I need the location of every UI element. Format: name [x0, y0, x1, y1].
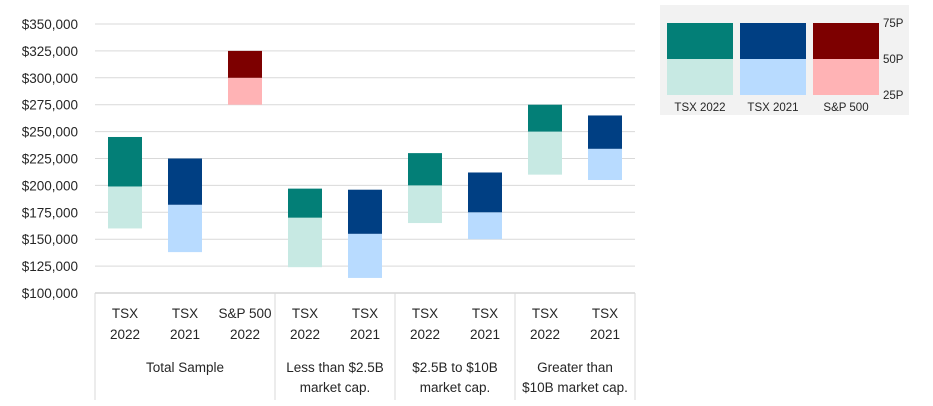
group-label-line2: $10B market cap. — [522, 380, 628, 395]
legend-percentile-label: 25P — [883, 90, 904, 102]
category-label-line2: 2021 — [590, 327, 620, 342]
category-label-line1: TSX — [112, 306, 138, 321]
legend-series-label: TSX 2022 — [674, 102, 725, 114]
legend-swatch-lower — [813, 59, 879, 95]
bar-upper-segment — [108, 136, 142, 187]
category-label-line1: TSX — [352, 306, 378, 321]
bar-lower-segment — [228, 77, 262, 105]
category-label-line2: 2022 — [230, 327, 260, 342]
group-label-line1: Less than $2.5B — [286, 360, 384, 375]
y-axis-tick-labels: $350,000 $325,000 $300,000 $275,000 $250,000… — [22, 17, 78, 301]
bar-upper-segment — [588, 115, 622, 149]
y-tick-label: $225,000 — [22, 152, 78, 167]
legend-swatch-lower — [667, 59, 733, 95]
category-label-line1: TSX — [292, 306, 318, 321]
group-label-line1: $2.5B to $10B — [412, 360, 498, 375]
category-label-line1: TSX — [172, 306, 198, 321]
y-tick-label: $175,000 — [22, 205, 78, 220]
y-tick-label: $100,000 — [22, 286, 78, 301]
group-label: Total Sample — [146, 360, 224, 375]
bars — [108, 50, 622, 278]
bar-upper-segment — [468, 172, 502, 213]
legend-swatch-lower — [740, 59, 806, 95]
category-label-line2: 2021 — [170, 327, 200, 342]
y-tick-label: $250,000 — [22, 125, 78, 140]
category-axis: TSX 2022 TSX 2021 S&P 500 2022 TSX 2022 TSX 2021 T… — [94, 293, 636, 400]
group-label-line1: Greater than — [537, 360, 613, 375]
legend-swatch-upper — [813, 23, 879, 59]
bar-lower-segment — [528, 131, 562, 175]
bar-upper-segment — [168, 158, 202, 205]
bar-upper-segment — [408, 153, 442, 186]
legend-percentile-label: 75P — [883, 18, 904, 30]
bar-lower-segment — [168, 204, 202, 253]
bar-lower-segment — [288, 217, 322, 268]
y-tick-label: $200,000 — [22, 178, 78, 193]
y-tick-label: $275,000 — [22, 98, 78, 113]
category-label-line2: 2022 — [290, 327, 320, 342]
legend-series-label: TSX 2021 — [747, 102, 798, 114]
category-label-line1: TSX — [412, 306, 438, 321]
legend-swatch-upper — [667, 23, 733, 59]
bar-upper-segment — [228, 50, 262, 78]
y-tick-label: $325,000 — [22, 44, 78, 59]
category-label-line2: 2022 — [530, 327, 560, 342]
category-label-line2: 2022 — [110, 327, 140, 342]
bar-upper-segment — [288, 188, 322, 218]
y-tick-label: $300,000 — [22, 71, 78, 86]
bar-lower-segment — [468, 212, 502, 240]
category-label-line1: TSX — [472, 306, 498, 321]
category-label-line1: TSX — [532, 306, 558, 321]
category-label-line1: S&P 500 — [218, 306, 271, 321]
category-label-line2: 2021 — [350, 327, 380, 342]
bar-lower-segment — [348, 233, 382, 278]
bar-lower-segment — [588, 148, 622, 181]
legend-swatch-upper — [740, 23, 806, 59]
group-label-line2: market cap. — [420, 380, 491, 395]
category-label-line2: 2021 — [470, 327, 500, 342]
y-tick-label: $350,000 — [22, 17, 78, 32]
y-tick-label: $150,000 — [22, 232, 78, 247]
bar-lower-segment — [108, 186, 142, 229]
legend-percentile-label: 50P — [883, 54, 904, 66]
category-label-line1: TSX — [592, 306, 618, 321]
bar-upper-segment — [528, 104, 562, 132]
bar-upper-segment — [348, 189, 382, 234]
y-tick-label: $125,000 — [22, 259, 78, 274]
category-label-line2: 2022 — [410, 327, 440, 342]
legend-series-label: S&P 500 — [823, 102, 868, 114]
group-label-line2: market cap. — [300, 380, 371, 395]
legend: TSX 2022 TSX 2021 S&P 500 75P 50P 25P — [660, 5, 909, 115]
bar-lower-segment — [408, 185, 442, 224]
